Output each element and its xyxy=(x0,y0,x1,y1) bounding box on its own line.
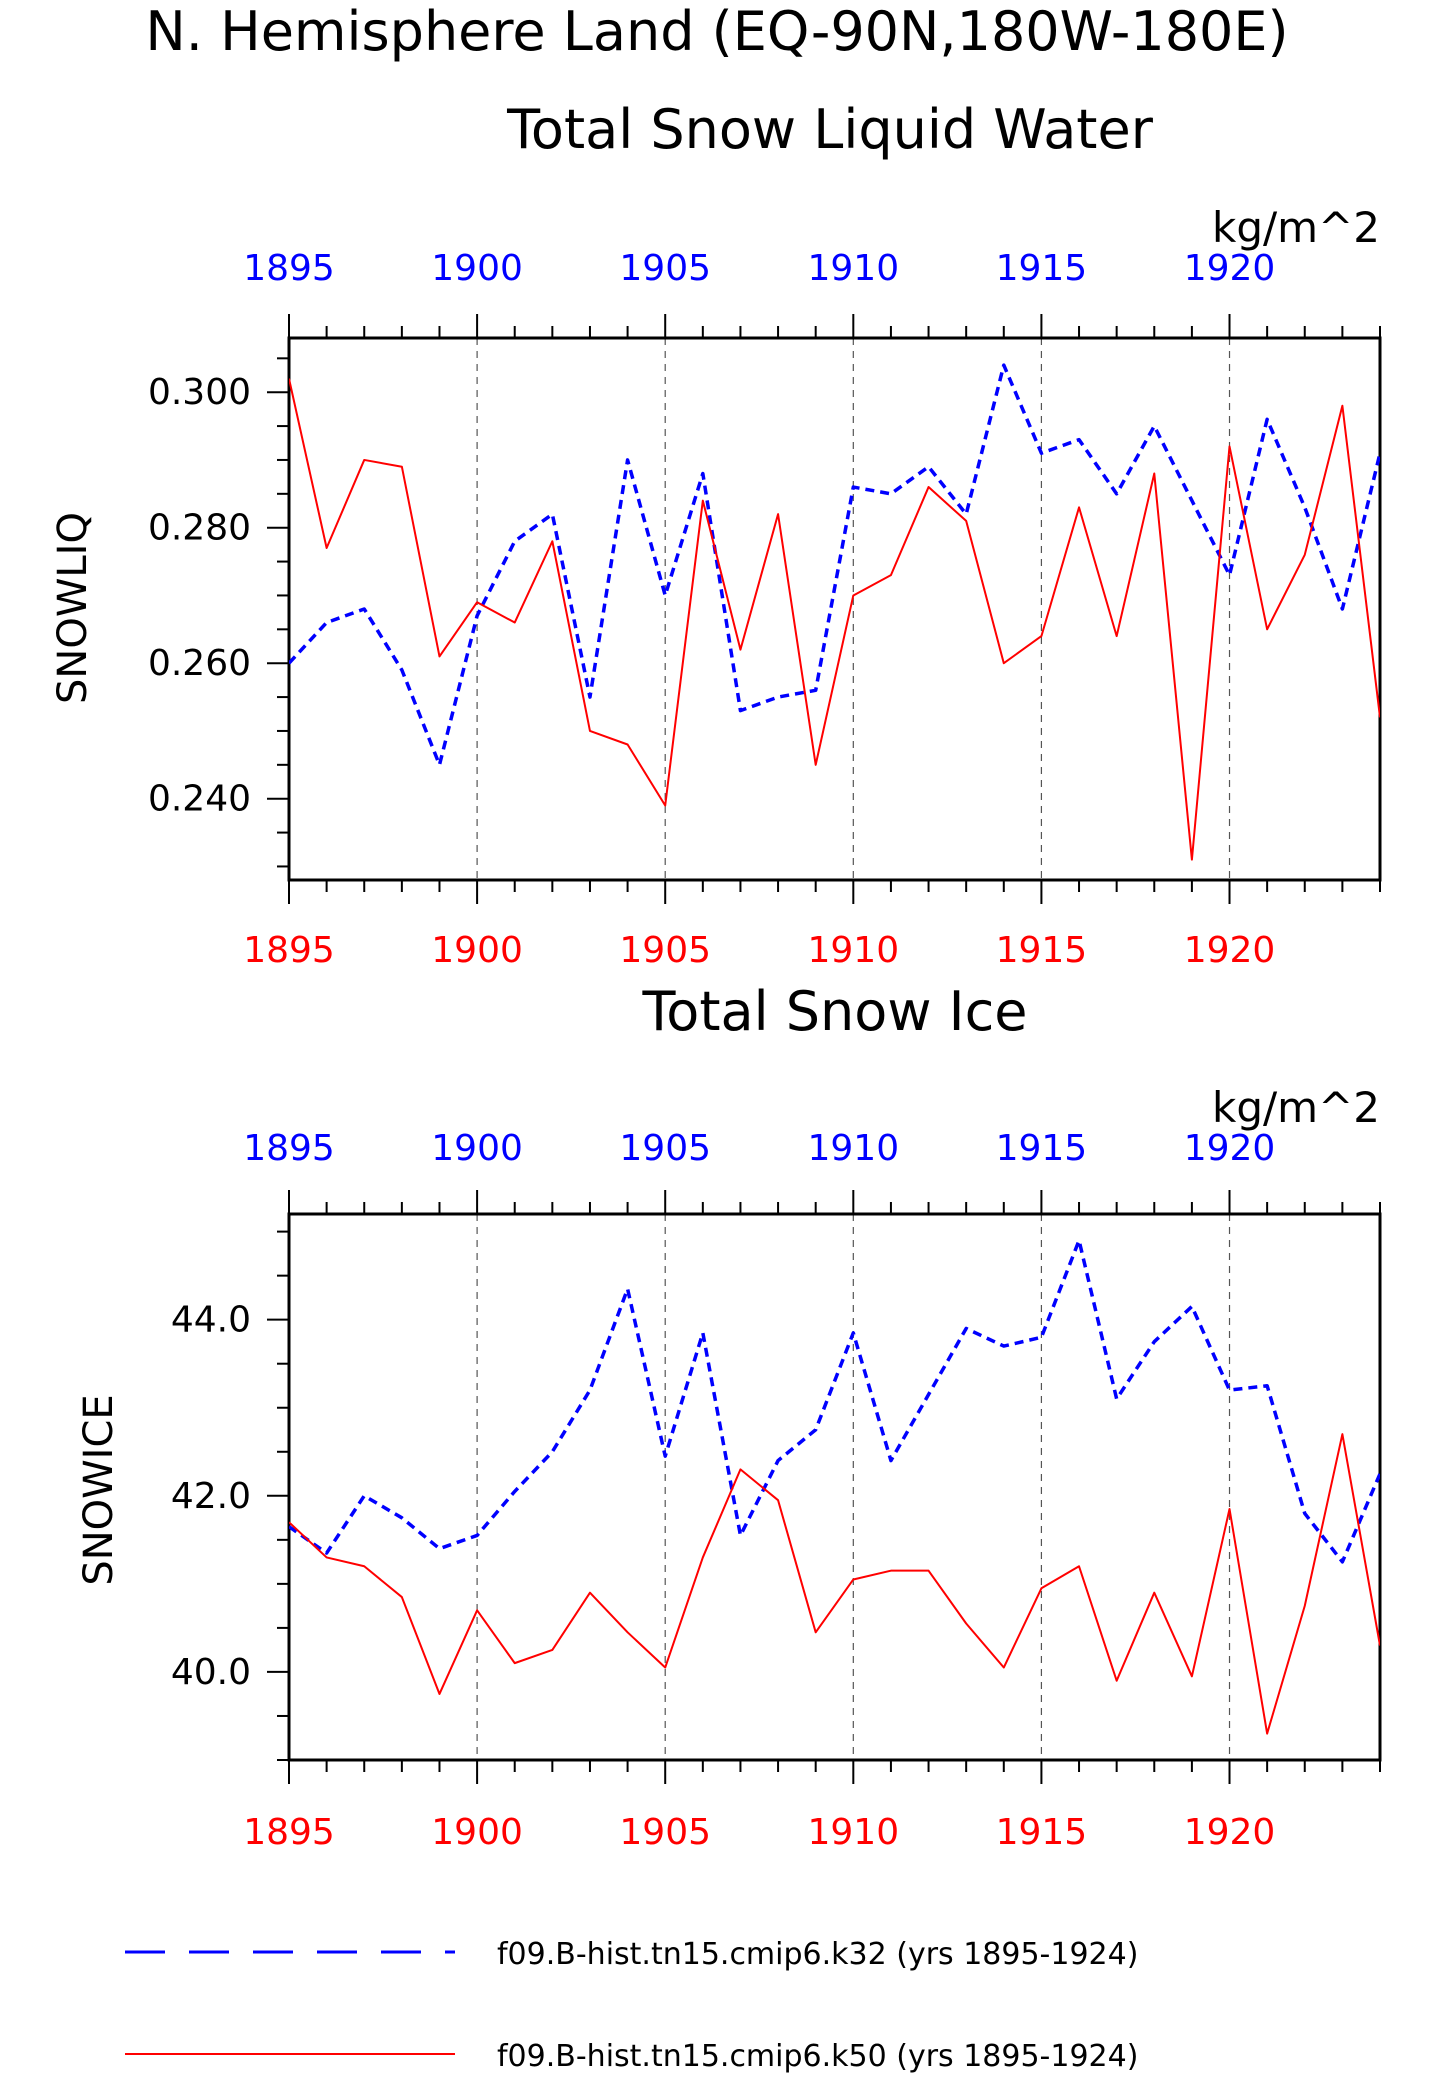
snowice-top-tick-label: 1915 xyxy=(996,1128,1088,1169)
snowliq-title: Total Snow Liquid Water xyxy=(506,98,1154,161)
snowice-top-tick-label: 1910 xyxy=(807,1128,899,1169)
snowliq-ylabel: SNOWLIQ xyxy=(50,512,96,704)
snowice-top-tick-label: 1920 xyxy=(1184,1128,1276,1169)
snowliq-top-tick-label: 1900 xyxy=(431,248,523,289)
snowice-plot-frame xyxy=(287,1212,1382,1762)
snowliq-bottom-tick-label: 1905 xyxy=(619,930,711,971)
snowliq-top-tick-label: 1905 xyxy=(619,248,711,289)
snowice-y-tick-label: 42.0 xyxy=(171,1476,251,1517)
snowice-bottom-tick-label: 1900 xyxy=(431,1812,523,1853)
snowice-top-tick-label: 1900 xyxy=(431,1128,523,1169)
snowliq-bottom-tick-label: 1895 xyxy=(243,930,335,971)
snowice-bottom-tick-label: 1905 xyxy=(619,1812,711,1853)
snowliq-bottom-tick-label: 1910 xyxy=(807,930,899,971)
snowliq-top-tick-label: 1910 xyxy=(807,248,899,289)
snowliq-panel: Total Snow Liquid Water kg/m^2 SNOWLIQ 1… xyxy=(50,98,1382,971)
snowice-y-tick-label: 40.0 xyxy=(171,1652,251,1693)
snowliq-top-tick-label: 1915 xyxy=(996,248,1088,289)
snowliq-bottom-tick-label: 1915 xyxy=(996,930,1088,971)
snowice-top-tick-label: 1905 xyxy=(619,1128,711,1169)
snowliq-y-tick-label: 0.280 xyxy=(148,508,251,549)
snowliq-series-k32-line xyxy=(289,363,1380,767)
snowice-series-k50-line xyxy=(289,1433,1380,1735)
snowice-ylabel: SNOWICE xyxy=(76,1394,122,1585)
figure-title: N. Hemisphere Land (EQ-90N,180W-180E) xyxy=(145,0,1288,63)
legend: f09.B-hist.tn15.cmip6.k32 (yrs 1895-1924… xyxy=(125,1937,1138,2074)
snowice-series-k32-line xyxy=(289,1238,1380,1564)
snowice-units: kg/m^2 xyxy=(1212,1083,1380,1132)
snowliq-plot-frame xyxy=(287,336,1382,882)
snowice-bottom-tick-label: 1910 xyxy=(807,1812,899,1853)
snowliq-units: kg/m^2 xyxy=(1212,203,1380,252)
snowice-panel: Total Snow Ice kg/m^2 SNOWICE 1895 1900 19… xyxy=(76,980,1382,1853)
snowice-bottom-tick-label: 1920 xyxy=(1184,1812,1276,1853)
snowliq-y-tick-label: 0.240 xyxy=(148,779,251,820)
snowliq-top-tick-label: 1920 xyxy=(1184,248,1276,289)
snowliq-y-tick-label: 0.260 xyxy=(148,643,251,684)
snowliq-series-k50-line xyxy=(289,378,1380,861)
snowliq-bottom-tick-label: 1920 xyxy=(1184,930,1276,971)
snowliq-bottom-tick-label: 1900 xyxy=(431,930,523,971)
legend-label-k32: f09.B-hist.tn15.cmip6.k32 (yrs 1895-1924… xyxy=(497,1937,1138,1972)
snowice-bottom-tick-label: 1915 xyxy=(996,1812,1088,1853)
snowice-y-tick-label: 44.0 xyxy=(171,1300,251,1341)
snowice-bottom-tick-label: 1895 xyxy=(243,1812,335,1853)
snowice-title: Total Snow Ice xyxy=(642,980,1028,1043)
snowliq-top-tick-label: 1895 xyxy=(243,248,335,289)
snowice-top-tick-label: 1895 xyxy=(243,1128,335,1169)
legend-label-k50: f09.B-hist.tn15.cmip6.k50 (yrs 1895-1924… xyxy=(497,2039,1138,2074)
snowliq-y-tick-label: 0.300 xyxy=(148,372,251,413)
